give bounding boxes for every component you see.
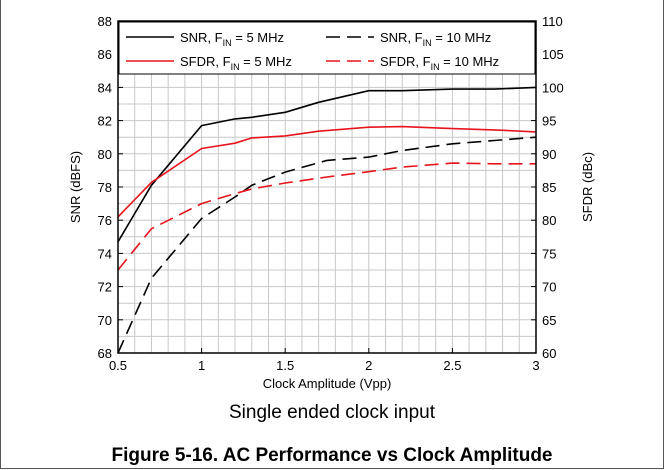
legend-label: SNR, FIN = 5 MHz	[180, 30, 284, 48]
y-tick-label-left: 80	[98, 147, 112, 162]
y-tick-label-left: 68	[98, 346, 112, 361]
y-tick-label-left: 78	[98, 180, 112, 195]
legend-box	[118, 21, 536, 75]
series-line-1	[117, 86, 537, 243]
y-tick-label-right: 75	[542, 246, 556, 261]
x-tick-label: 1	[198, 358, 205, 373]
axes: 0.5 1 1.5 2 2.5 3 68 70 72 74 76 78 80 82 84 86 88 60 65 70…	[98, 14, 564, 373]
chart-subcaption: Single ended clock input	[229, 402, 435, 423]
y-tick-label-right: 80	[542, 213, 556, 228]
y-tick-label-left: 74	[98, 246, 112, 261]
series-line-4	[117, 162, 536, 271]
x-tick-label: 3	[532, 358, 539, 373]
y-axis-label-left: SNR (dBFS)	[68, 151, 83, 223]
x-tick-label: 2.5	[443, 358, 461, 373]
y-tick-label-right: 110	[542, 14, 563, 29]
x-tick-label: 0.5	[109, 358, 127, 373]
y-tick-label-right: 65	[542, 313, 556, 328]
y-tick-label-left: 86	[98, 47, 112, 62]
y-tick-label-left: 84	[98, 80, 112, 95]
figure-caption: Figure 5-16. AC Performance vs Clock Amp…	[111, 445, 553, 466]
ac-performance-chart: 0.5 1 1.5 2 2.5 3 68 70 72 74 76 78 80 82 84 86 88 60 65 70…	[68, 14, 595, 391]
y-tick-label-right: 100	[542, 80, 564, 95]
legend: SNR, FIN = 5 MHz SFDR, FIN = 5 MHz SNR, FI…	[118, 21, 536, 75]
y-tick-label-right: 85	[542, 180, 556, 195]
x-axis-label: Clock Amplitude (Vpp)	[263, 376, 392, 391]
y-tick-label-right: 60	[542, 346, 556, 361]
y-tick-label-left: 88	[98, 14, 112, 29]
y-tick-label-left: 82	[98, 114, 112, 129]
x-tick-label: 1.5	[276, 358, 294, 373]
legend-label: SNR, FIN = 10 MHz	[380, 30, 491, 48]
y-tick-label-left: 76	[98, 213, 112, 228]
series-line-2	[117, 125, 537, 218]
y-tick-label-right: 105	[542, 47, 564, 62]
y-axis-label-right: SFDR (dBc)	[580, 152, 595, 222]
legend-label: SFDR, FIN = 10 MHz	[380, 54, 499, 72]
y-tick-label-right: 90	[542, 147, 556, 162]
y-tick-label-left: 72	[98, 280, 112, 295]
legend-label: SFDR, FIN = 5 MHz	[180, 54, 292, 72]
series-layer	[117, 86, 537, 354]
series-line-3	[117, 136, 537, 354]
x-tick-label: 2	[365, 358, 372, 373]
y-tick-label-right: 95	[542, 114, 556, 129]
y-tick-label-right: 70	[542, 280, 556, 295]
y-tick-label-left: 70	[98, 313, 112, 328]
